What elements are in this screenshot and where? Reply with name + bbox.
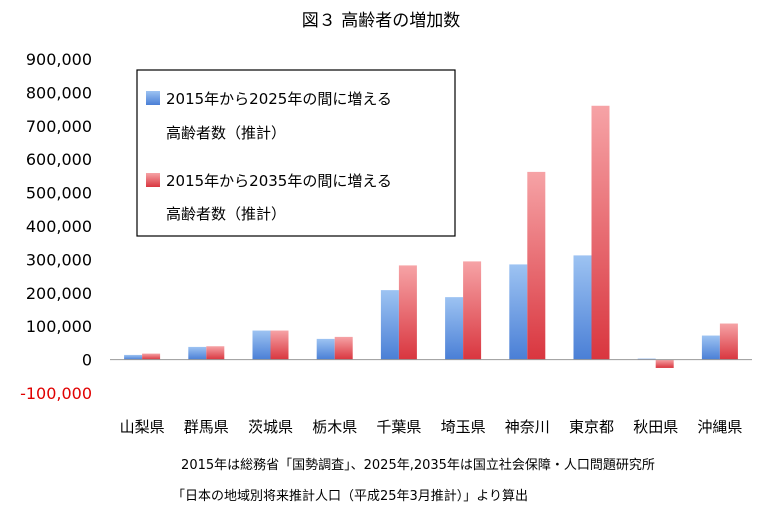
bar-series-1-5	[445, 297, 464, 360]
y-tick-label: 0	[82, 351, 92, 370]
y-tick-label: 200,000	[26, 284, 92, 303]
bar-series-1-9	[701, 335, 720, 360]
bar-series-1-8	[637, 358, 656, 360]
legend-label-series-2-line-2: 高齢者数（推計）	[166, 205, 286, 223]
bar-series-2-1	[206, 346, 225, 360]
bar-series-1-6	[509, 264, 528, 360]
x-tick-label: 秋田県	[633, 418, 678, 436]
x-tick-label: 栃木県	[312, 418, 357, 436]
x-tick-label: 埼玉県	[441, 418, 486, 436]
x-tick-label: 神奈川	[505, 418, 550, 436]
y-tick-label: 100,000	[26, 317, 92, 336]
x-tick-label: 茨城県	[248, 418, 293, 436]
x-tick-label: 千葉県	[376, 418, 421, 436]
legend-label-series-1-line-2: 高齢者数（推計）	[166, 124, 286, 142]
y-tick-label: 500,000	[26, 184, 92, 203]
bar-series-2-4	[398, 265, 417, 360]
y-tick-label: 300,000	[26, 250, 92, 269]
plot-area	[110, 105, 752, 368]
y-tick-label: 900,000	[26, 50, 92, 69]
bar-series-1-0	[124, 354, 143, 360]
y-tick-label: -100,000	[20, 384, 92, 403]
bar-series-2-6	[527, 171, 546, 360]
bar-series-1-3	[316, 338, 335, 360]
y-tick-label: 700,000	[26, 117, 92, 136]
legend-swatch-series-2	[146, 173, 160, 187]
bar-series-2-7	[591, 105, 610, 360]
source-note-line-2: 「日本の地域別将来推計人口（平成25年3月推計）」より算出	[172, 488, 528, 504]
y-tick-label: 800,000	[26, 83, 92, 102]
x-axis: 山梨県 群馬県 茨城県 栃木県 千葉県 埼玉県 神奈川 東京都 秋田県 沖縄県	[120, 418, 743, 436]
x-tick-label: 東京都	[569, 418, 614, 436]
chart-title: 図３ 高齢者の増加数	[302, 11, 460, 31]
bar-series-2-8	[655, 359, 674, 368]
y-tick-label: 600,000	[26, 150, 92, 169]
y-axis: 900,000 800,000 700,000 600,000 500,000 400,0…	[20, 50, 92, 403]
y-tick-label: 400,000	[26, 217, 92, 236]
bar-series-1-2	[252, 330, 271, 360]
legend-swatch-series-1	[146, 91, 160, 105]
bar-series-2-5	[463, 261, 482, 360]
bar-series-1-7	[573, 255, 592, 360]
x-tick-label: 沖縄県	[697, 418, 742, 436]
bar-series-2-2	[270, 330, 289, 360]
bar-series-2-9	[719, 323, 738, 360]
bar-series-2-3	[334, 336, 353, 360]
source-note-line-1: 2015年は総務省「国勢調査」、2025年,2035年は国立社会保障・人口問題研…	[181, 457, 655, 473]
legend: 2015年から2025年の間に増える 高齢者数（推計） 2015年から2035年…	[136, 69, 456, 237]
x-tick-label: 山梨県	[120, 418, 165, 436]
bar-series-2-0	[142, 353, 161, 360]
legend-label-series-2-line-1: 2015年から2035年の間に増える	[166, 172, 392, 190]
legend-box	[136, 69, 456, 237]
bar-series-1-4	[380, 290, 399, 360]
bar-series-1-1	[188, 346, 207, 360]
legend-label-series-1-line-1: 2015年から2025年の間に増える	[166, 90, 392, 108]
x-tick-label: 群馬県	[184, 418, 229, 436]
